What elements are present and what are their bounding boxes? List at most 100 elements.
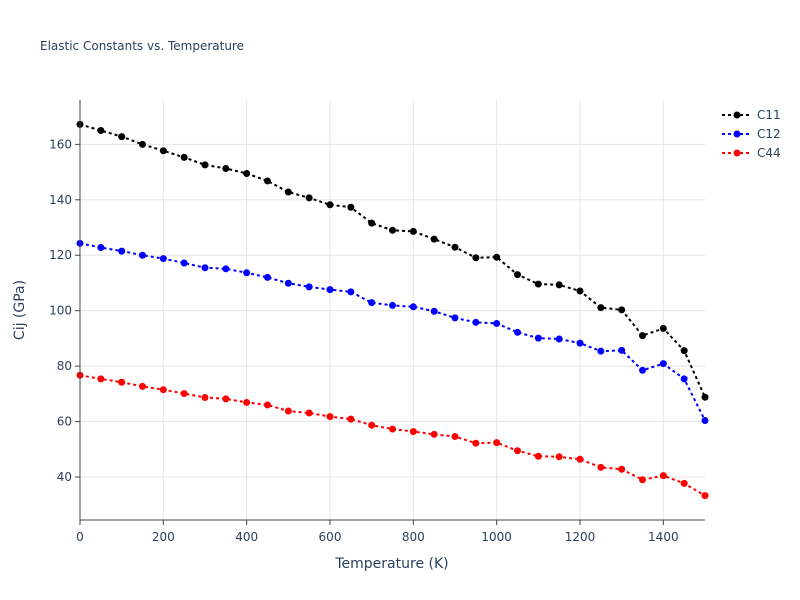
data-point: [409, 227, 417, 235]
y-tick-label: 100: [49, 304, 72, 318]
data-point: [159, 386, 167, 394]
y-tick-label: 60: [57, 415, 72, 429]
x-tick-label: 200: [152, 530, 175, 544]
data-point: [264, 401, 271, 409]
series-c12: [76, 239, 709, 424]
data-point: [368, 219, 376, 227]
data-point: [618, 465, 626, 473]
data-point: [597, 304, 605, 312]
data-point: [347, 288, 355, 296]
x-tick-label: 400: [235, 530, 258, 544]
data-point: [493, 319, 501, 327]
data-point: [180, 390, 188, 398]
axes: 0 200 400 600 800 1000 1200 1400 40 60 80 100 120 140…: [49, 100, 705, 544]
y-tick-label: 140: [49, 193, 72, 207]
data-point: [555, 281, 563, 289]
data-point: [326, 201, 334, 209]
data-point: [472, 254, 480, 262]
data-point: [97, 243, 105, 251]
y-tick-label: 160: [49, 137, 72, 151]
data-point: [201, 264, 209, 272]
data-point: [243, 269, 251, 277]
data-point: [139, 382, 146, 390]
data-point: [576, 339, 584, 347]
legend-label: C11: [757, 108, 781, 122]
data-point: [222, 265, 230, 273]
data-point: [159, 147, 167, 155]
data-point: [639, 332, 646, 340]
data-point: [264, 177, 271, 185]
legend-swatch-marker: [733, 149, 741, 157]
data-point: [409, 303, 417, 311]
data-point: [243, 169, 251, 177]
x-tick-label: 1000: [481, 530, 512, 544]
data-point: [534, 280, 542, 288]
data-point: [159, 255, 167, 263]
y-tick-label: 40: [57, 470, 72, 484]
data-point: [451, 243, 459, 251]
legend[interactable]: C11 C12 C44: [722, 108, 781, 160]
data-point: [680, 479, 688, 487]
y-tick-label: 80: [57, 359, 72, 373]
data-point: [618, 346, 626, 354]
data-point: [409, 428, 417, 436]
data-point: [326, 413, 334, 421]
y-tick-label: 120: [49, 248, 72, 262]
data-point: [347, 203, 355, 211]
data-point: [180, 259, 188, 267]
x-axis-title: Temperature (K): [334, 556, 448, 572]
data-point: [97, 375, 105, 383]
data-point: [514, 271, 521, 279]
legend-label: C12: [757, 127, 781, 141]
data-point: [639, 366, 646, 374]
legend-swatch-marker: [733, 130, 741, 138]
data-point: [368, 299, 376, 307]
data-point: [618, 306, 626, 314]
data-point: [180, 153, 188, 161]
data-point: [201, 393, 209, 401]
data-point: [139, 140, 146, 148]
legend-item-c12[interactable]: C12: [722, 127, 781, 141]
data-point: [597, 463, 605, 471]
data-point: [701, 393, 709, 401]
legend-item-c44[interactable]: C44: [722, 146, 781, 160]
x-tick-label: 600: [319, 530, 342, 544]
data-point: [555, 453, 563, 461]
data-point: [305, 409, 313, 417]
data-point: [514, 447, 521, 455]
data-point: [284, 279, 292, 287]
data-point: [389, 301, 396, 309]
data-point: [701, 492, 709, 500]
data-point: [430, 235, 438, 243]
data-point: [430, 430, 438, 438]
legend-item-c11[interactable]: C11: [722, 108, 781, 122]
data-point: [368, 421, 376, 429]
data-point: [659, 472, 667, 480]
series-c44: [76, 371, 709, 500]
data-point: [597, 347, 605, 355]
data-point: [472, 318, 480, 326]
data-point: [118, 247, 126, 255]
data-point: [680, 347, 688, 355]
data-point: [222, 395, 230, 403]
data-point: [534, 452, 542, 460]
data-point: [576, 287, 584, 295]
data-point: [701, 416, 709, 424]
data-point: [305, 283, 313, 291]
data-point: [451, 314, 459, 322]
y-axis-title: Cij (GPa): [12, 280, 28, 340]
data-point: [576, 455, 584, 463]
data-point: [534, 334, 542, 342]
data-point: [639, 476, 646, 484]
data-point: [659, 360, 667, 368]
data-point: [430, 307, 438, 315]
data-point: [514, 328, 521, 336]
data-point: [326, 286, 334, 294]
data-point: [680, 375, 688, 383]
data-point: [243, 398, 251, 406]
data-point: [97, 126, 105, 134]
series-layer: [76, 120, 709, 500]
data-point: [201, 161, 209, 169]
